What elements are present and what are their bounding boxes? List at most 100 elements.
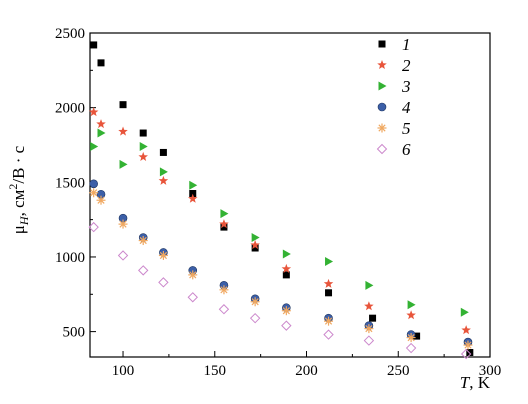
data-point [282,271,290,279]
y-axis-title: μH, см2/В · с [6,145,31,234]
plot-frame [89,32,491,358]
x-axis-title: T, K [460,373,491,392]
data-point [251,244,259,252]
series-4 [89,179,473,347]
data-point [187,292,198,303]
data-point [219,285,229,295]
data-point [369,314,377,322]
y-tick-label: 1000 [55,250,85,266]
data-point [118,126,128,136]
legend-marker [377,102,387,112]
data-point [138,151,148,161]
legend-item: 6 [376,140,411,159]
data-point [159,167,168,177]
y-axis-title-sub: H [17,215,31,226]
legend-marker [376,143,388,155]
y-tick-label: 1500 [55,175,85,191]
data-point [90,141,99,151]
x-tick-label: 150 [204,363,227,379]
data-point [97,59,105,67]
data-point [138,236,148,246]
data-point [323,329,334,340]
data-point [363,335,375,346]
data-point [89,188,99,198]
data-point [118,219,128,229]
legend-marker [377,60,387,70]
x-tick-label: 100 [112,363,135,379]
legend-item: 1 [378,35,411,54]
data-point [281,320,292,331]
data-point [413,332,421,340]
x-tick-label: 300 [479,363,502,379]
data-point [364,324,374,334]
data-point [324,316,334,326]
legend-marker [377,123,387,133]
data-point [220,209,229,219]
data-point [117,250,129,261]
data-point [250,240,260,250]
data-point [323,278,334,288]
data-point [249,312,261,324]
data-point [189,180,198,190]
data-point [282,249,291,259]
data-point [460,307,469,317]
data-point [158,277,169,288]
legend-label: 4 [402,98,411,117]
series-1 [90,41,474,357]
y-tick-label: 500 [63,325,86,341]
x-tick-label: 250 [387,363,410,379]
data-point [158,250,168,260]
data-point [405,342,417,354]
data-point [139,141,148,151]
data-point [365,280,374,290]
data-point [364,301,374,311]
data-point [281,306,291,316]
plot-area: 100 150 200 250 300 500 1000 1500 2000 2500 [55,26,501,379]
y-axis-title-unit: , см [9,189,28,216]
data-point [220,223,228,231]
series-layer [88,41,474,360]
legend-label: 3 [401,77,411,96]
y-axis-title-tail: /В · с [9,145,28,183]
data-point [460,348,472,360]
series-3 [90,128,469,317]
data-point [406,333,416,343]
data-point [461,325,471,335]
y-axis-ticks: 500 1000 1500 2000 2500 [55,26,96,341]
legend-item: 2 [377,56,411,75]
data-point [219,219,229,229]
legend-label: 1 [402,35,411,54]
legend-marker [378,40,386,48]
data-point [325,289,333,297]
x-tick-label: 200 [295,363,318,379]
x-axis-title-unit: , K [469,373,491,392]
y-axis-title-mu: μ [9,225,28,234]
legend-marker [378,81,387,91]
series-5 [89,188,473,350]
data-point [139,129,147,137]
legend-item: 5 [377,119,411,138]
legend-label: 5 [402,119,411,138]
y-tick-label: 2500 [55,26,85,42]
data-point [218,304,230,315]
data-point [158,175,169,185]
data-point [88,221,99,233]
data-point [89,179,98,189]
data-point [119,101,127,109]
data-point [90,41,98,49]
y-tick-label: 2000 [55,101,85,117]
data-point [407,300,416,310]
data-point [138,265,149,276]
data-point [96,119,106,129]
x-axis-ticks: 100 150 200 250 300 [112,351,501,379]
data-point [463,340,473,350]
data-point [281,263,292,273]
data-point [88,107,99,117]
data-point [97,128,106,138]
data-point [159,148,167,156]
data-point [250,297,260,307]
data-point [188,193,198,203]
legend-label: 6 [402,140,411,159]
data-point [188,270,198,280]
